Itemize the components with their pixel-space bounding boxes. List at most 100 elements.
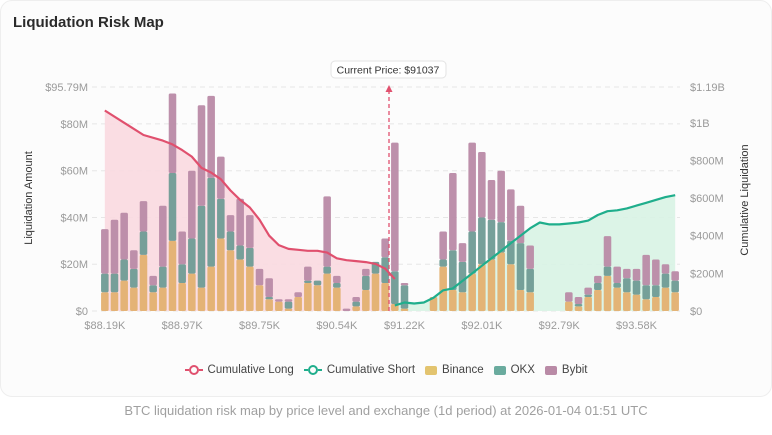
x-tick-label: $89.75K (239, 320, 281, 332)
y2-tick-label: $1.19B (690, 82, 725, 94)
bar-okx (632, 280, 641, 295)
bar-okx (671, 280, 679, 293)
bar-bybit (526, 245, 534, 269)
bar-okx (217, 198, 225, 239)
bar-okx (497, 222, 505, 253)
bar-binance (159, 287, 167, 311)
current-price-marker: Current Price: $91037 (330, 60, 447, 311)
bar-okx (584, 294, 592, 297)
bar-bybit (255, 268, 264, 286)
y2-tick-label: $200M (690, 268, 724, 280)
y2-tick-label: $800M (690, 155, 724, 167)
bar-okx (439, 259, 447, 267)
legend-cumulative-long[interactable]: Cumulative Long (184, 364, 294, 376)
chart-caption: BTC liquidation risk map by price level … (124, 403, 648, 418)
bar-bybit (661, 264, 670, 274)
bar-bybit (188, 170, 196, 239)
y-tick-label: $40M (60, 212, 88, 224)
legend-bybit[interactable]: Bybit (544, 364, 587, 376)
bar-okx (207, 177, 215, 267)
bar-bybit (458, 243, 467, 262)
bar-okx (458, 261, 467, 293)
legend-binance[interactable]: Binance (425, 364, 484, 376)
bar-binance (429, 296, 438, 311)
bar-binance (101, 292, 109, 311)
bar-binance (661, 287, 670, 311)
bar-binance (362, 289, 370, 311)
bar-binance (110, 292, 119, 311)
x-tick-label: $88.19K (84, 320, 126, 332)
y-tick-label: $60M (60, 166, 88, 178)
bar-okx (149, 285, 157, 293)
y-tick-label: $80M (60, 119, 88, 131)
bar-bybit (342, 308, 351, 311)
bar-okx (304, 280, 312, 283)
chart-title: Liquidation Risk Map (13, 14, 164, 31)
bar-bybit (478, 151, 486, 218)
y-tick-label: $95.79M (45, 82, 88, 94)
bar-bybit (381, 238, 389, 258)
bar-okx (468, 231, 476, 274)
legend-cumulative-short[interactable]: Cumulative Short (303, 364, 415, 376)
bar-bybit (439, 231, 447, 260)
bar-binance (400, 308, 409, 311)
bar-bybit (652, 259, 660, 286)
ring-icon (188, 365, 199, 375)
bar-bybit (284, 299, 293, 302)
y2-tick-label: $400M (690, 231, 724, 243)
bar-binance (197, 287, 206, 311)
bar-bybit (400, 282, 409, 286)
bar-bybit (584, 287, 592, 295)
bar-okx (139, 231, 148, 255)
bar-binance (323, 273, 331, 311)
bar-bybit (623, 268, 631, 279)
legend: Cumulative Long Cumulative Short Binance… (0, 364, 772, 376)
bar-bybit (159, 205, 167, 267)
bar-bybit (352, 296, 360, 302)
bar-okx (574, 303, 583, 307)
ring-icon (307, 365, 318, 375)
bar-binance (652, 296, 660, 311)
bar-okx (101, 273, 109, 293)
bar-okx (197, 205, 206, 288)
bar-binance (120, 280, 128, 311)
bar-bybit (497, 170, 505, 223)
x-tick-label: $88.97K (162, 320, 204, 332)
legend-label: Cumulative Long (207, 364, 294, 376)
y2-tick-label: $600M (690, 193, 724, 205)
legend-okx[interactable]: OKX (493, 364, 535, 376)
cumulative-long-area (104, 110, 395, 311)
bar-okx (323, 266, 331, 274)
bar-bybit (642, 254, 650, 286)
bar-bybit (333, 275, 341, 283)
y2-tick-label: $1B (690, 118, 710, 130)
y2-axis-title: Cumulative Liquidation (739, 144, 751, 255)
x-tick-label: $93.58K (616, 320, 658, 332)
bar-binance (275, 301, 283, 311)
bar-okx (594, 282, 602, 290)
bar-okx (526, 268, 534, 293)
bar-binance (371, 273, 380, 311)
bar-okx (400, 285, 409, 309)
bar-binance (458, 292, 467, 311)
x-tick-label: $91.22K (384, 320, 426, 332)
bar-bybit (304, 266, 312, 281)
bar-bybit (294, 292, 302, 297)
bar-okx (652, 285, 660, 297)
bar-okx (313, 280, 322, 286)
bar-bybit (207, 95, 215, 178)
swatch-icon (544, 365, 557, 375)
swatch-icon (493, 365, 506, 375)
bar-binance (188, 273, 196, 311)
bar-binance (574, 306, 583, 311)
bar-okx (613, 282, 621, 288)
bar-bybit (507, 189, 515, 241)
bar-okx (246, 247, 254, 267)
bar-binance (139, 254, 148, 311)
bar-binance (168, 240, 177, 311)
y-axis-left: $0 $20M $40M $60M $80M $95.79M (45, 82, 88, 318)
y-tick-label: $20M (60, 259, 88, 271)
bar-bybit (362, 268, 370, 276)
bar-binance (516, 289, 525, 311)
bar-binance (439, 266, 447, 311)
